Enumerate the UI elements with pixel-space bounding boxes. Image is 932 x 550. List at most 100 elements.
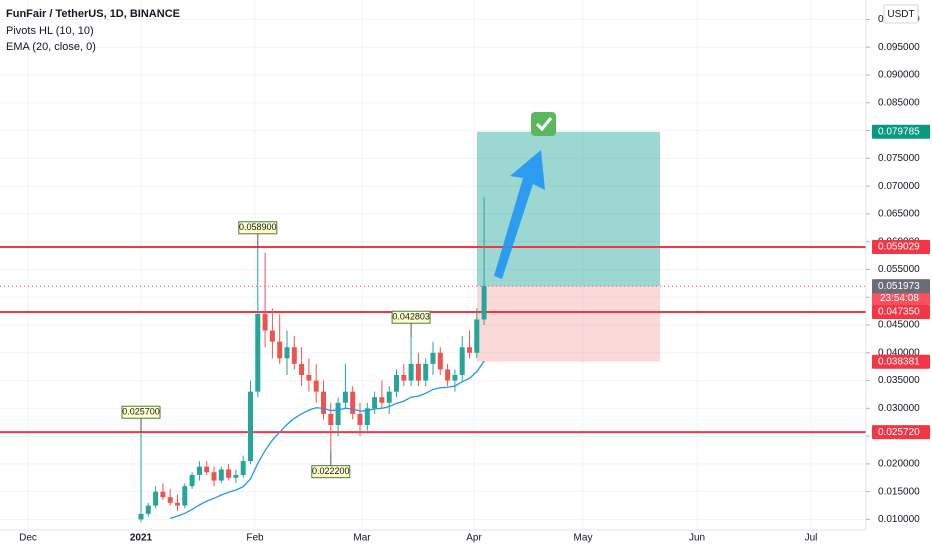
candle-body <box>452 375 458 381</box>
y-tick-label: 0.020000 <box>878 459 920 470</box>
price-label-box <box>872 425 930 440</box>
price-label-box <box>872 304 930 319</box>
candle-body <box>218 469 224 481</box>
candle-body <box>350 391 356 414</box>
candle-body <box>372 397 378 409</box>
pivot-box <box>391 310 431 324</box>
x-tick-label: 2021 <box>130 533 153 544</box>
x-tick-label: Mar <box>353 533 371 544</box>
x-tick-label: Apr <box>466 533 482 544</box>
pivot-label: 0.025700 <box>122 407 160 417</box>
x-tick-label: May <box>574 533 593 544</box>
arrow <box>494 150 545 279</box>
candle-body <box>269 330 275 342</box>
pivot-box <box>238 221 278 235</box>
price-label: 0.025720 <box>878 427 920 438</box>
candle-body <box>401 375 407 381</box>
price-label-box <box>872 354 930 369</box>
candle-body <box>474 319 480 353</box>
candle-body <box>445 369 451 381</box>
candle-body <box>240 461 246 475</box>
y-tick-label: 0.065000 <box>878 209 920 220</box>
price-label: 0.047350 <box>878 307 920 318</box>
check-icon <box>531 112 556 136</box>
y-tick-label: 0.090000 <box>878 70 920 81</box>
candle-body <box>167 497 173 503</box>
candle-body <box>430 352 436 364</box>
price-label-box <box>872 279 930 294</box>
currency-box[interactable] <box>883 4 919 24</box>
candle-body <box>262 313 268 331</box>
check-mark <box>535 117 553 132</box>
candle-body <box>357 413 363 425</box>
y-tick-label: 0.040000 <box>878 347 920 358</box>
y-tick-label: 0.055000 <box>878 264 920 275</box>
price-label: 0.051973 <box>878 281 920 292</box>
pivot-label: 0.022200 <box>312 466 350 476</box>
candle-body <box>175 502 180 506</box>
candle-body <box>394 375 399 392</box>
position-tool[interactable] <box>477 131 660 362</box>
x-tick-label: Jun <box>689 533 705 544</box>
candle-body <box>138 513 144 520</box>
candle-body <box>233 475 239 478</box>
price-axis: 0.0100000.0150000.0200000.0250000.030000… <box>866 14 930 525</box>
candle-body <box>145 505 151 514</box>
price-label-box <box>872 240 930 255</box>
currency[interactable]: USDT <box>887 9 914 20</box>
loss-zone <box>477 286 660 362</box>
candle-body <box>408 363 414 381</box>
x-tick-label: Jul <box>805 533 818 544</box>
pivot-box <box>311 465 351 479</box>
candle-body <box>313 380 319 392</box>
y-tick-label: 0.075000 <box>878 153 920 164</box>
candle-body <box>248 391 253 462</box>
candle-body <box>160 491 166 498</box>
candle-body <box>153 491 159 506</box>
candle-body <box>335 402 341 425</box>
price-label: 0.059029 <box>878 242 920 253</box>
legend-title: FunFair / TetherUS, 1D, BINANCE <box>6 8 180 20</box>
y-tick-label: 0.070000 <box>878 181 920 192</box>
candle-body <box>379 397 385 403</box>
candle-body <box>196 466 202 475</box>
legend-indicator: Pivots HL (10, 10) <box>6 25 94 37</box>
candle-body <box>189 475 195 487</box>
price-label: 0.079785 <box>878 126 920 137</box>
y-tick-label: 0.010000 <box>878 514 920 525</box>
y-tick-label: 0.015000 <box>878 486 920 497</box>
grid <box>0 0 866 530</box>
y-tick-label: 0.045000 <box>878 320 920 331</box>
pivot-label: 0.058900 <box>239 222 277 232</box>
candle-body <box>423 363 429 381</box>
candle-body <box>481 286 487 320</box>
candle-body <box>299 363 305 375</box>
x-tick-label: Dec <box>19 533 37 544</box>
ema-line <box>170 360 485 519</box>
candle-body <box>204 466 210 473</box>
candle-body <box>306 375 312 381</box>
candle-body <box>182 486 188 506</box>
countdown: 23:54:08 <box>880 293 919 304</box>
candle-body <box>459 347 465 375</box>
price-label: 0.038381 <box>878 356 920 367</box>
candle-body <box>342 391 348 403</box>
y-tick-label: 0.035000 <box>878 375 920 386</box>
candle-body <box>415 363 421 381</box>
y-tick-label: 0.030000 <box>878 403 920 414</box>
candles <box>138 197 487 523</box>
annotations: 0.058900 0.025700 0.042803 0.022200 <box>121 221 431 479</box>
x-tick-label: Feb <box>246 533 264 544</box>
candle-body <box>291 347 297 364</box>
candle-body <box>437 352 443 370</box>
candle-body <box>284 347 290 359</box>
time-axis: Dec 2021 Feb Mar Apr May Jun Jul <box>19 533 817 544</box>
candle-body <box>321 391 326 414</box>
candle-body <box>277 341 283 359</box>
candle-body <box>255 313 261 392</box>
pivot-box <box>121 405 161 419</box>
y-tick-label: 0.085000 <box>878 97 920 108</box>
candle-body <box>386 391 392 403</box>
